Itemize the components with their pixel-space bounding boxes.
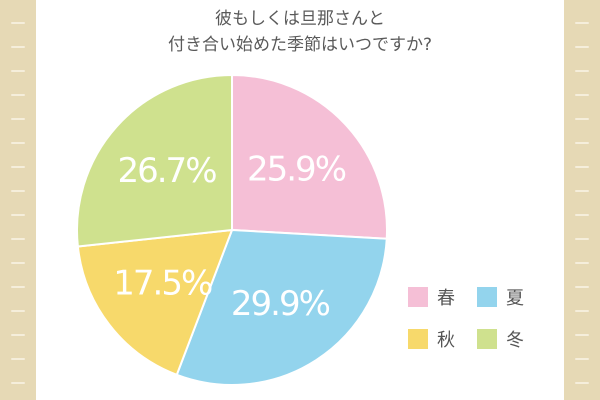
stripe-dash — [11, 310, 25, 312]
legend-swatch-winter — [477, 329, 497, 349]
stripe-dash — [11, 142, 25, 144]
stripe-dash — [11, 334, 25, 336]
stripe-dash — [11, 262, 25, 264]
stripe-dash — [11, 214, 25, 216]
stripe-dash — [11, 286, 25, 288]
pie-slice-summer — [175, 228, 388, 386]
chart-title-line-2: 付き合い始めた季節はいつですか? — [167, 35, 433, 55]
right-decorative-stripe — [564, 0, 600, 400]
stripe-dash — [11, 166, 25, 168]
legend-swatch-spring — [408, 287, 428, 307]
stripe-dash — [575, 142, 589, 144]
legend-label-spring: 春 — [437, 288, 455, 309]
pie-slice-spring — [231, 73, 388, 240]
stripe-dash — [575, 166, 589, 168]
pie-slice-winter — [76, 73, 233, 248]
data-label-winter: 26.7% — [117, 151, 216, 191]
stripe-dash — [11, 190, 25, 192]
stripe-dash — [575, 214, 589, 216]
data-label-spring: 25.9% — [247, 150, 346, 190]
stripe-dash — [11, 22, 25, 24]
legend-swatch-autumn — [408, 329, 428, 349]
stripe-dash — [575, 70, 589, 72]
stripe-dash — [11, 46, 25, 48]
left-decorative-stripe — [0, 0, 36, 400]
stripe-dash — [575, 94, 589, 96]
data-label-summer: 29.9% — [231, 284, 330, 324]
stripe-dash — [575, 22, 589, 24]
data-label-autumn: 17.5% — [113, 264, 212, 304]
stripe-dash — [11, 70, 25, 72]
legend-label-winter: 冬 — [506, 330, 524, 351]
legend-swatch-summer — [477, 287, 497, 307]
stripe-dash — [575, 286, 589, 288]
stripe-dash — [575, 118, 589, 120]
stripe-dash — [575, 382, 589, 384]
stripe-dash — [575, 238, 589, 240]
stripe-dash — [11, 118, 25, 120]
chart-title: 彼もしくは旦那さんと 付き合い始めた季節はいつですか? — [0, 6, 600, 58]
stripe-dash — [11, 358, 25, 360]
pie-slice-autumn — [76, 228, 234, 377]
legend-item-autumn: 秋 — [408, 326, 455, 352]
legend-item-summer: 夏 — [477, 284, 524, 310]
stripe-dash — [11, 382, 25, 384]
stripe-dash — [11, 94, 25, 96]
stripe-dash — [575, 334, 589, 336]
legend-label-autumn: 秋 — [437, 330, 455, 351]
stripe-dash — [575, 262, 589, 264]
stripe-dash — [575, 358, 589, 360]
legend-item-winter: 冬 — [477, 326, 524, 352]
legend-item-spring: 春 — [408, 284, 455, 310]
legend-label-summer: 夏 — [506, 288, 524, 309]
chart-title-line-1: 彼もしくは旦那さんと — [215, 9, 385, 29]
stripe-dash — [575, 190, 589, 192]
stripe-dash — [11, 238, 25, 240]
stripe-dash — [575, 310, 589, 312]
stripe-dash — [575, 46, 589, 48]
